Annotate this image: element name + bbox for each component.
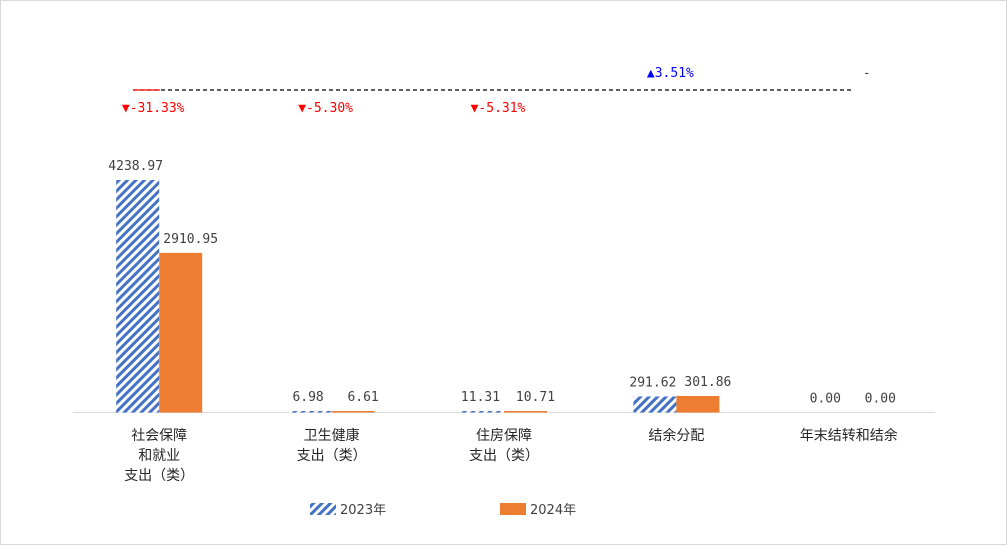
bar-2023-3 (633, 396, 677, 413)
category-label-3-0: 结余分配 (648, 427, 704, 444)
legend-swatch-2024年 (500, 503, 526, 515)
data-label-2023-1: 6.98 (292, 390, 323, 405)
change-label-2: ▼-5.31% (471, 101, 526, 116)
bar-2024-3 (676, 395, 720, 413)
category-label-2-0: 住房保障 (476, 428, 532, 444)
category-label-1-1: 支出（类） (297, 448, 367, 464)
data-label-2024-2: 10.71 (516, 390, 555, 405)
category-label-2-1: 支出（类） (469, 448, 539, 464)
bar-2024-2 (504, 411, 547, 413)
change-label-4: - (863, 66, 871, 81)
category-label-4-0: 年末结转和结余 (800, 427, 898, 444)
data-label-2023-3: 291.62 (629, 376, 676, 391)
data-label-2024-0: 2910.95 (163, 232, 218, 247)
bar-2023-2 (461, 411, 504, 413)
legend-swatch-2023年 (310, 503, 336, 515)
change-label-0: ▼-31.33% (122, 101, 185, 116)
bar-2023-0 (116, 180, 160, 413)
category-label-1-0: 卫生健康 (304, 427, 360, 444)
category-label-0-0: 社会保障 (131, 428, 187, 444)
data-label-2023-4: 0.00 (810, 392, 841, 407)
legend-label-2024年: 2024年 (530, 503, 576, 518)
legend-label-2023年: 2023年 (340, 503, 386, 518)
bar-2024-0 (159, 252, 203, 413)
bar-2024-1 (331, 411, 375, 413)
data-label-2023-2: 11.31 (461, 390, 500, 405)
data-label-2024-4: 0.00 (865, 392, 896, 407)
change-label-1: ▼-5.30% (298, 101, 353, 116)
data-label-2023-0: 4238.97 (108, 159, 163, 174)
category-label-0-2: 支出（类） (124, 468, 194, 484)
data-label-2024-3: 301.86 (684, 375, 731, 390)
change-label-3: ▲3.51% (647, 66, 694, 81)
category-label-0-1: 和就业 (138, 448, 180, 464)
bar-2023-1 (288, 411, 332, 413)
data-label-2024-1: 6.61 (347, 390, 378, 405)
